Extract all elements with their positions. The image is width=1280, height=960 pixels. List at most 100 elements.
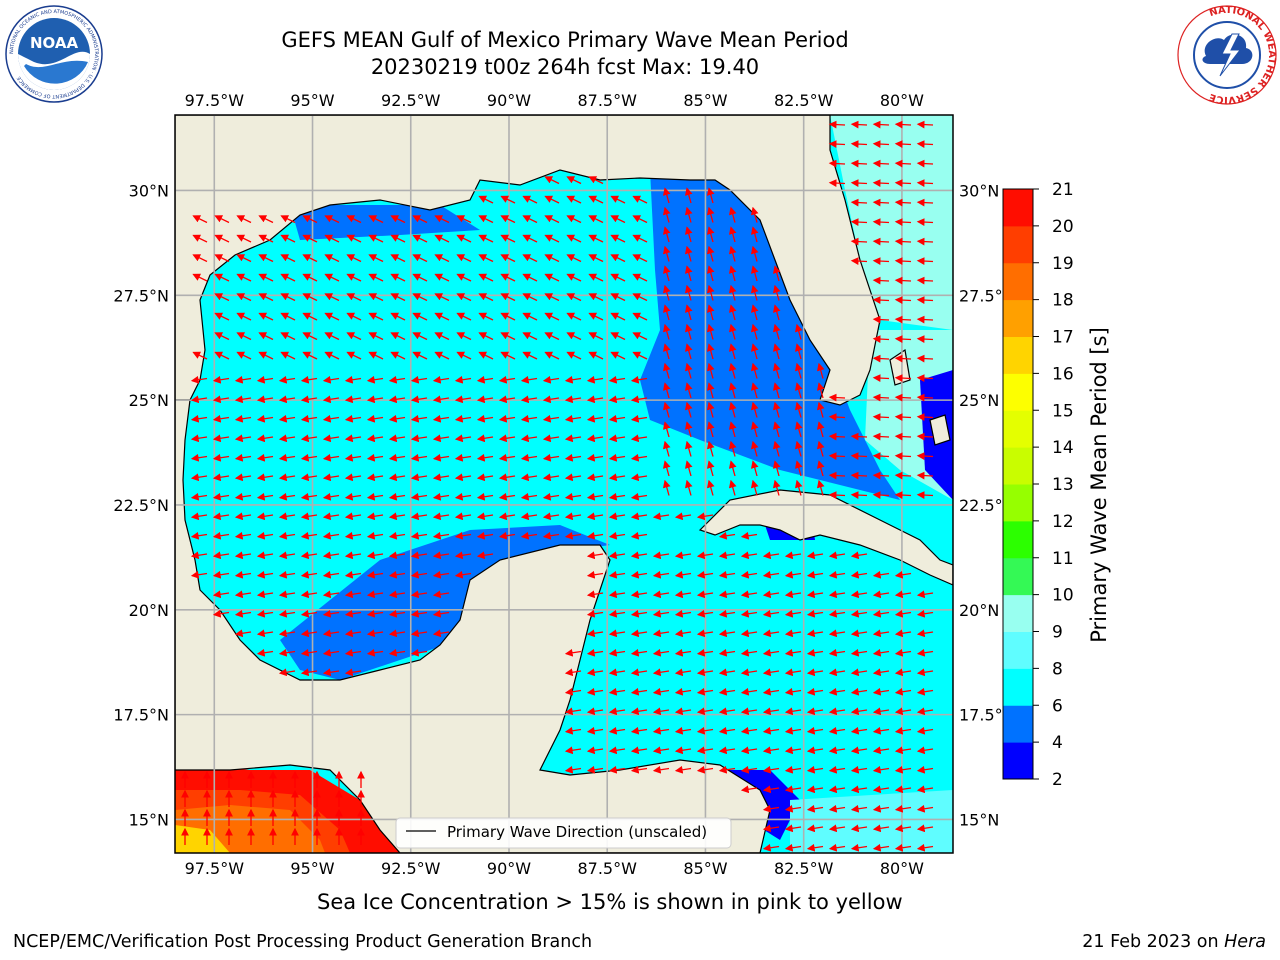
direction-arrow bbox=[322, 531, 340, 540]
direction-arrow bbox=[322, 492, 340, 501]
direction-arrow bbox=[586, 453, 604, 462]
direction-arrow bbox=[278, 434, 296, 443]
direction-arrow bbox=[300, 609, 318, 618]
direction-arrow bbox=[366, 512, 384, 521]
direction-arrow bbox=[772, 460, 781, 477]
direction-arrow bbox=[564, 492, 582, 501]
direction-arrow bbox=[544, 293, 560, 302]
direction-arrow bbox=[894, 471, 912, 480]
direction-arrow bbox=[322, 590, 340, 599]
direction-arrow bbox=[368, 234, 384, 243]
direction-arrow bbox=[872, 765, 890, 774]
direction-arrow bbox=[564, 395, 582, 404]
direction-arrow bbox=[850, 843, 868, 852]
direction-arrow bbox=[728, 382, 737, 399]
direction-arrow bbox=[718, 609, 736, 618]
direction-arrow bbox=[806, 629, 824, 638]
direction-arrow bbox=[454, 395, 472, 404]
direction-arrow bbox=[872, 393, 890, 402]
direction-arrow bbox=[300, 492, 318, 501]
direction-arrow bbox=[214, 293, 230, 302]
direction-arrow bbox=[674, 746, 692, 755]
direction-arrow bbox=[630, 531, 648, 540]
direction-arrow bbox=[344, 570, 362, 579]
direction-arrow bbox=[610, 332, 626, 341]
direction-arrow bbox=[280, 332, 296, 341]
colorbar-tick-label: 2 bbox=[1052, 770, 1063, 790]
direction-arrow bbox=[806, 843, 824, 852]
direction-arrow bbox=[872, 159, 890, 168]
direction-arrow bbox=[772, 265, 781, 282]
direction-arrow bbox=[564, 746, 582, 755]
direction-arrow bbox=[344, 395, 362, 404]
direction-arrow bbox=[190, 375, 208, 384]
direction-arrow bbox=[784, 746, 802, 755]
direction-arrow bbox=[916, 785, 934, 794]
direction-arrow bbox=[718, 648, 736, 657]
direction-arrow bbox=[322, 414, 340, 423]
direction-arrow bbox=[630, 707, 648, 716]
direction-arrow bbox=[368, 215, 384, 224]
colorbar-tick-label: 14 bbox=[1052, 438, 1074, 458]
direction-arrow bbox=[684, 460, 693, 477]
direction-arrow bbox=[806, 785, 824, 794]
direction-arrow bbox=[850, 257, 868, 265]
direction-arrow bbox=[388, 531, 406, 540]
direction-arrow bbox=[684, 304, 693, 321]
direction-arrow bbox=[454, 414, 472, 423]
direction-arrow bbox=[192, 273, 208, 282]
direction-arrow bbox=[190, 492, 208, 501]
direction-arrow bbox=[564, 434, 582, 443]
direction-arrow bbox=[894, 179, 912, 187]
direction-arrow bbox=[916, 179, 934, 187]
direction-arrow bbox=[916, 237, 934, 246]
direction-arrow bbox=[566, 332, 582, 341]
direction-arrow bbox=[586, 648, 604, 657]
direction-arrow bbox=[588, 332, 604, 341]
direction-arrow bbox=[256, 414, 274, 423]
colorbar: 2 4 6 8 9 10 11 12 13 14 15 16 17 18 19 20 21 bbox=[1002, 180, 1074, 790]
direction-arrow bbox=[388, 492, 406, 501]
direction-arrow bbox=[816, 421, 825, 438]
direction-arrow bbox=[410, 473, 428, 482]
direction-arrow bbox=[300, 414, 318, 423]
direction-arrow bbox=[542, 434, 560, 443]
noaa-logo-text: NOAA bbox=[30, 34, 79, 52]
colorbar-swatch bbox=[1003, 336, 1033, 374]
direction-arrow bbox=[586, 473, 604, 482]
direction-arrow bbox=[388, 629, 406, 638]
direction-arrow bbox=[256, 648, 274, 657]
direction-arrow bbox=[256, 512, 274, 521]
direction-arrow bbox=[214, 351, 230, 360]
direction-arrow bbox=[388, 609, 406, 618]
direction-arrow bbox=[850, 707, 868, 716]
colorbar-tick-label: 19 bbox=[1052, 254, 1074, 274]
direction-arrow bbox=[608, 746, 626, 755]
direction-arrow bbox=[410, 648, 428, 657]
direction-arrow bbox=[522, 215, 538, 224]
direction-arrow bbox=[850, 551, 868, 560]
direction-arrow bbox=[684, 343, 693, 360]
direction-arrow bbox=[630, 453, 648, 462]
direction-arrow bbox=[586, 570, 604, 579]
direction-arrow bbox=[476, 434, 494, 443]
direction-arrow bbox=[674, 551, 692, 560]
direction-arrow bbox=[432, 590, 450, 599]
direction-arrow bbox=[696, 609, 714, 618]
direction-arrow bbox=[784, 785, 802, 794]
direction-arrow bbox=[652, 687, 670, 696]
direction-arrow bbox=[300, 668, 318, 677]
direction-arrow bbox=[916, 804, 934, 813]
x-tick-bottom: 97.5°W bbox=[185, 859, 245, 878]
direction-arrow bbox=[750, 382, 759, 399]
direction-arrow bbox=[456, 351, 472, 360]
colorbar-tick-label: 18 bbox=[1052, 291, 1074, 311]
direction-arrow bbox=[256, 629, 274, 638]
direction-arrow bbox=[388, 375, 406, 384]
direction-arrow bbox=[718, 531, 736, 540]
direction-arrow bbox=[750, 245, 759, 262]
direction-arrow bbox=[434, 215, 450, 224]
direction-arrow bbox=[564, 531, 582, 540]
direction-arrow bbox=[630, 746, 648, 755]
direction-arrow bbox=[828, 491, 846, 499]
